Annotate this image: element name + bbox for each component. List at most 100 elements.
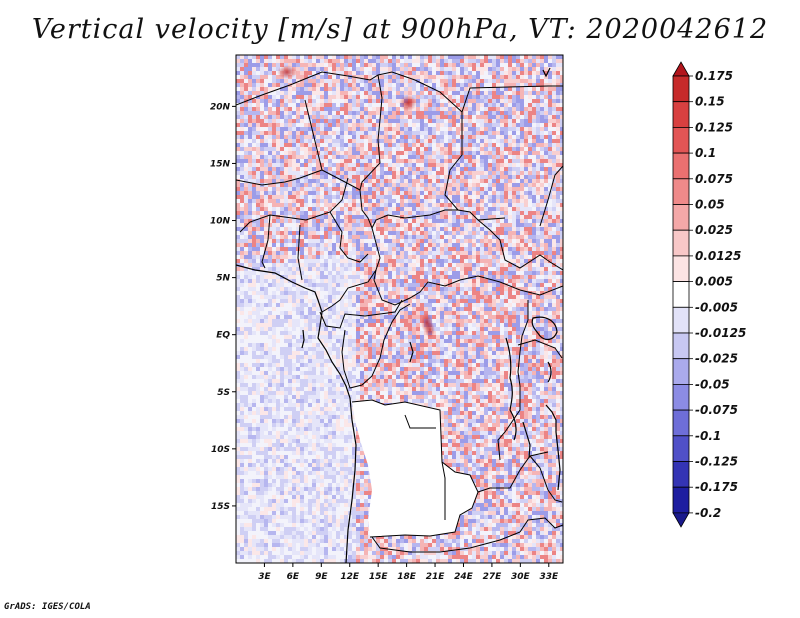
field-cell [276, 119, 280, 123]
field-cell [304, 259, 308, 263]
field-cell [496, 323, 500, 327]
field-cell [424, 75, 428, 79]
field-cell [284, 255, 288, 259]
field-cell [416, 155, 420, 159]
field-cell [520, 187, 524, 191]
field-cell [444, 291, 448, 295]
field-cell [488, 303, 492, 307]
field-cell [480, 79, 484, 83]
field-cell [256, 111, 260, 115]
field-cell [492, 119, 496, 123]
field-cell [364, 59, 368, 63]
field-cell [532, 171, 536, 175]
field-cell [388, 323, 392, 327]
field-cell [424, 223, 428, 227]
field-cell [464, 267, 468, 271]
field-cell [304, 143, 308, 147]
field-cell [396, 119, 400, 123]
field-cell [544, 91, 548, 95]
field-cell [464, 315, 468, 319]
field-cell [332, 203, 336, 207]
field-cell [352, 143, 356, 147]
field-cell [312, 251, 316, 255]
field-cell [280, 143, 284, 147]
field-cell [240, 99, 244, 103]
field-cell [432, 283, 436, 287]
field-cell [244, 83, 248, 87]
field-cell [300, 215, 304, 219]
field-cell [560, 159, 563, 163]
field-cell [416, 323, 420, 327]
field-cell [320, 79, 324, 83]
field-cell [328, 99, 332, 103]
field-cell [240, 243, 244, 247]
field-cell [416, 67, 420, 71]
field-cell [268, 111, 272, 115]
field-cell [344, 103, 348, 107]
field-cell [444, 123, 448, 127]
field-cell [544, 311, 548, 315]
field-cell [316, 135, 320, 139]
field-cell [544, 167, 548, 171]
field-cell [492, 299, 496, 303]
field-cell [384, 123, 388, 127]
field-cell [272, 75, 276, 79]
field-cell [308, 323, 312, 327]
field-cell [400, 263, 404, 267]
field-cell [404, 227, 408, 231]
field-cell [480, 195, 484, 199]
field-cell [524, 203, 528, 207]
field-cell [556, 187, 560, 191]
field-cell [252, 231, 256, 235]
field-cell [552, 211, 556, 215]
field-cell [504, 275, 508, 279]
field-cell [556, 279, 560, 283]
field-cell [424, 167, 428, 171]
field-cell [488, 239, 492, 243]
field-cell [276, 183, 280, 187]
field-cell [552, 187, 556, 191]
field-cell [392, 107, 396, 111]
field-cell [496, 219, 500, 223]
field-cell [452, 123, 456, 127]
field-cell [244, 131, 248, 135]
field-cell [368, 163, 372, 167]
field-cell [472, 55, 476, 59]
field-cell [552, 255, 556, 259]
field-cell [544, 55, 548, 59]
field-cell [292, 291, 296, 295]
field-cell [304, 319, 308, 323]
field-cell [240, 255, 244, 259]
field-cell [260, 303, 264, 307]
field-cell [492, 247, 496, 251]
field-cell [468, 239, 472, 243]
field-cell [296, 115, 300, 119]
field-cell [512, 219, 516, 223]
field-cell [440, 303, 444, 307]
field-cell [272, 131, 276, 135]
field-cell [416, 191, 420, 195]
field-cell [444, 327, 448, 331]
field-cell [472, 79, 476, 83]
field-cell [532, 135, 536, 139]
field-cell [252, 87, 256, 91]
field-cell [504, 135, 508, 139]
field-cell [244, 219, 248, 223]
field-cell [236, 163, 240, 167]
field-cell [288, 171, 292, 175]
field-cell [332, 123, 336, 127]
field-cell [368, 267, 372, 271]
field-cell [364, 111, 368, 115]
field-cell [236, 275, 240, 279]
field-cell [504, 95, 508, 99]
field-cell [492, 95, 496, 99]
field-cell [428, 307, 432, 311]
field-cell [300, 267, 304, 271]
field-cell [416, 211, 420, 215]
field-cell [548, 303, 552, 307]
field-cell [284, 171, 288, 175]
field-cell [372, 331, 376, 335]
field-cell [332, 231, 336, 235]
field-cell [360, 239, 364, 243]
field-cell [552, 151, 556, 155]
